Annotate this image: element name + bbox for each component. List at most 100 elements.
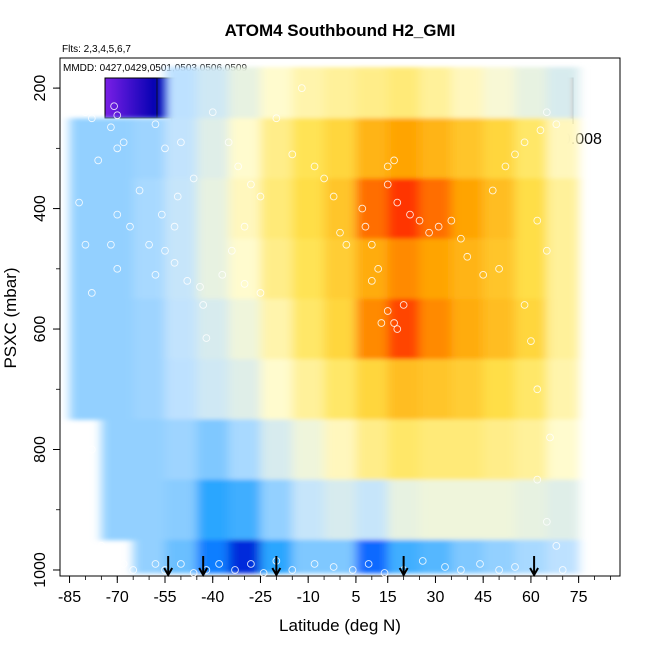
y-tick-label: 800 (32, 436, 49, 463)
flight-point (151, 560, 160, 568)
heatmap-cell (133, 539, 166, 574)
flight-point (288, 566, 297, 574)
flight-point (173, 192, 182, 201)
heatmap-cell (419, 238, 452, 300)
heatmap-cell (228, 178, 261, 240)
flight-point (520, 138, 529, 147)
flight-point (329, 563, 338, 571)
flight-point (476, 560, 484, 568)
heatmap-cell (546, 238, 580, 300)
heatmap-cell (483, 479, 516, 541)
heatmap-cell (515, 118, 548, 179)
flight-point (399, 301, 408, 309)
heatmap-cell (387, 67, 421, 119)
heatmap-cell (546, 419, 580, 481)
flight-point (151, 120, 160, 129)
flight-point (189, 174, 198, 183)
heatmap-cell (165, 298, 198, 360)
heatmap-cell (451, 67, 484, 119)
heatmap-cell (165, 178, 198, 240)
heatmap-cell (292, 479, 325, 541)
heatmap-cell (292, 298, 325, 360)
flight-arrow (398, 556, 409, 578)
heatmap-cell (546, 359, 580, 420)
flight-point (272, 114, 281, 123)
heatmap-cell (324, 238, 357, 300)
heatmap-cell (515, 178, 548, 240)
flight-point (361, 222, 370, 231)
flight-point (87, 114, 96, 123)
heatmap-cell (196, 178, 230, 240)
flight-point (542, 246, 551, 255)
flight-point (240, 280, 249, 288)
heatmap-cell (165, 359, 198, 420)
heatmap-cell (324, 67, 357, 119)
x-tick-label: 30 (427, 589, 445, 606)
heatmap-cell (387, 118, 421, 179)
flight-point (157, 210, 166, 219)
flight-point (119, 138, 128, 147)
flight-point (256, 192, 265, 201)
heatmap-cell (133, 238, 166, 300)
heatmap-cell (260, 118, 293, 179)
flight-point (310, 560, 319, 568)
heatmap-cell (419, 67, 452, 119)
heatmap-cell (133, 298, 166, 360)
flight-point (511, 563, 519, 571)
heatmap-cell (355, 419, 389, 481)
heatmap-cell (324, 419, 357, 481)
flight-point (151, 270, 160, 279)
heatmap-cell (292, 359, 325, 420)
flight-point (199, 301, 208, 309)
flight-point (418, 557, 427, 565)
heatmap-cell (515, 298, 548, 360)
flight-point (75, 198, 83, 207)
flight-point (215, 560, 223, 568)
flight-point (256, 289, 265, 297)
heatmap-cell (69, 118, 102, 179)
heatmap-cell (69, 359, 102, 420)
heatmap-cell (101, 238, 134, 300)
x-tick-label: -25 (249, 589, 272, 606)
flight-point (145, 240, 153, 249)
heatmap-cell (133, 479, 166, 541)
heatmap-cell (451, 539, 484, 574)
flight-point (406, 210, 414, 219)
flight-point (297, 84, 306, 92)
heatmap-cell (515, 238, 548, 300)
heatmap-cell (451, 178, 484, 240)
flight-arrow (271, 556, 282, 578)
heatmap-cell (451, 118, 484, 179)
flight-point (488, 186, 497, 195)
heatmap-cell (419, 359, 452, 420)
flight-point (234, 162, 243, 171)
heatmap-cell (228, 359, 261, 420)
flight-point (558, 566, 567, 574)
flight-point (542, 517, 551, 526)
heatmap-cell (355, 479, 389, 541)
heatmap-cell (355, 539, 389, 574)
heatmap-cell (165, 67, 198, 119)
heatmap-cell (324, 359, 357, 420)
flight-point (457, 566, 465, 574)
flight-point (463, 252, 472, 261)
heatmap-cell (228, 67, 261, 119)
flight-point (390, 319, 398, 327)
heatmap-cell (292, 238, 325, 300)
flight-point (511, 150, 519, 159)
flight-point (247, 560, 255, 568)
heatmap-cells (69, 67, 580, 574)
flight-point (434, 222, 443, 231)
flight-point (447, 216, 456, 225)
heatmap-cell (451, 479, 484, 541)
flight-point (224, 138, 233, 147)
heatmap-cell (546, 67, 580, 119)
heatmap-cell (228, 539, 261, 574)
heatmap-cell (387, 238, 421, 300)
heatmap-cell (387, 419, 421, 481)
heatmap-cell (101, 178, 134, 240)
flight-point (189, 569, 198, 577)
flight-point (196, 283, 204, 291)
heatmap-cell (228, 238, 261, 300)
flight-point (358, 204, 367, 213)
